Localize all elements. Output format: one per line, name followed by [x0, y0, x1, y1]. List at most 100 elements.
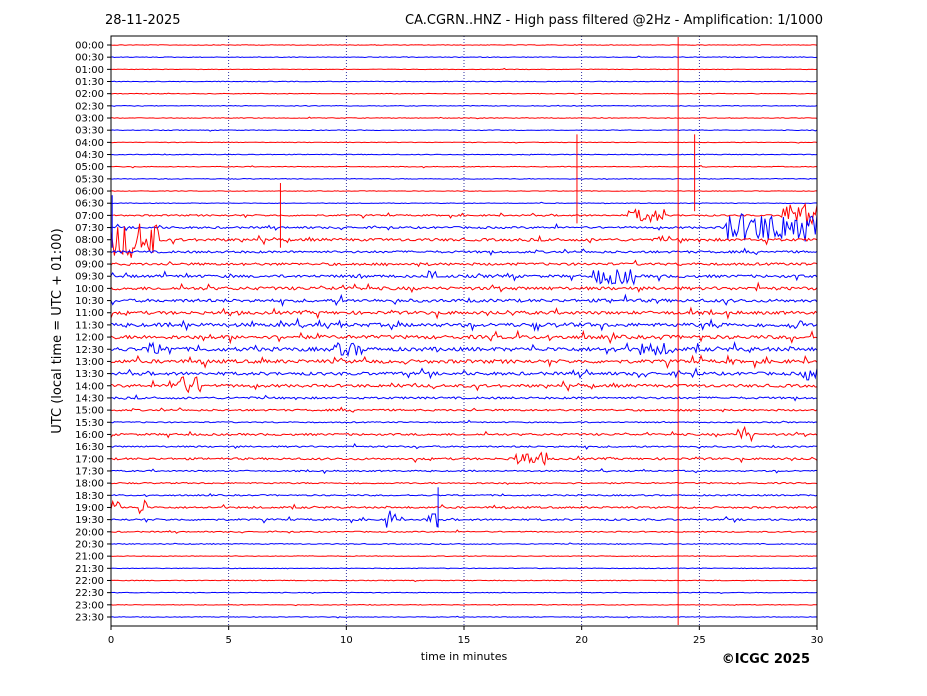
trace-line [110, 129, 818, 132]
trace-line [111, 406, 818, 413]
trace-line [110, 201, 818, 205]
copyright-label: ©ICGC 2025 [722, 652, 810, 667]
y-tick-label: 18:30 [75, 491, 104, 502]
trace-line [110, 591, 818, 595]
y-tick-label: 02:30 [75, 101, 104, 112]
trace-line [110, 190, 817, 193]
trace-line [110, 468, 818, 475]
trace-line [110, 202, 818, 226]
y-tick-label: 03:00 [75, 114, 104, 125]
y-tick-label: 00:30 [75, 53, 104, 64]
y-tick-label: 05:30 [75, 174, 104, 185]
trace-line [110, 376, 818, 394]
y-tick-label: 01:00 [75, 65, 104, 76]
y-tick-label: 17:00 [75, 454, 104, 465]
trace-line [110, 354, 818, 370]
trace-line [110, 510, 818, 528]
trace-line [111, 116, 818, 120]
y-tick-label: 04:30 [75, 150, 104, 161]
y-tick-label: 20:00 [75, 527, 104, 538]
y-tick-label: 12:30 [75, 345, 104, 356]
x-tick-label: 0 [108, 635, 114, 646]
y-tick-label: 06:00 [75, 187, 104, 198]
y-tick-label: 14:30 [75, 393, 104, 404]
trace-line [110, 603, 817, 607]
trace-line [110, 281, 818, 294]
trace-line [110, 306, 818, 320]
trace-line [111, 481, 818, 486]
y-tick-label: 08:00 [75, 235, 104, 246]
y-tick-label: 23:30 [75, 612, 104, 623]
y-tick-label: 09:00 [75, 260, 104, 271]
trace-line [110, 44, 818, 46]
y-axis-label: UTC (local time = UTC + 01:00) [50, 228, 65, 433]
y-tick-label: 04:00 [75, 138, 104, 149]
trace-line [110, 493, 818, 498]
y-tick-label: 06:30 [75, 199, 104, 210]
x-tick-label: 30 [811, 635, 824, 646]
y-tick-label: 09:30 [75, 272, 104, 283]
trace-line [110, 104, 818, 107]
y-tick-label: 03:30 [75, 126, 104, 137]
y-tick-label: 11:00 [75, 308, 104, 319]
x-axis-label: time in minutes [421, 650, 508, 663]
y-tick-label: 16:00 [75, 430, 104, 441]
y-tick-label: 13:30 [75, 369, 104, 380]
y-tick-label: 14:00 [75, 381, 104, 392]
trace-line [110, 451, 818, 467]
trace-line [110, 177, 818, 181]
y-tick-label: 22:00 [75, 576, 104, 587]
y-tick-label: 07:00 [75, 211, 104, 222]
trace-line [110, 367, 818, 381]
y-tick-label: 12:00 [75, 333, 104, 344]
y-tick-label: 02:00 [75, 89, 104, 100]
y-tick-label: 20:30 [75, 539, 104, 550]
x-tick-label: 10 [340, 635, 353, 646]
trace-line [110, 419, 818, 424]
trace-line [110, 247, 818, 256]
y-tick-label: 00:00 [75, 41, 104, 52]
trace-line [110, 615, 818, 619]
y-tick-label: 17:30 [75, 466, 104, 477]
trace-line [110, 92, 818, 95]
y-tick-label: 11:30 [75, 320, 104, 331]
trace-line [110, 499, 818, 515]
trace-line [110, 341, 818, 358]
station-title: CA.CGRN..HNZ - High pass filtered @2Hz -… [405, 13, 823, 28]
y-tick-label: 01:30 [75, 77, 104, 88]
trace-line [110, 579, 818, 583]
y-tick-label: 18:00 [75, 479, 104, 490]
y-tick-label: 15:00 [75, 406, 104, 417]
trace-line [110, 269, 818, 286]
date-label: 28-11-2025 [105, 13, 181, 28]
trace-line [110, 317, 818, 332]
y-tick-label: 08:30 [75, 247, 104, 258]
trace-line [110, 443, 817, 450]
y-tick-label: 13:00 [75, 357, 104, 368]
trace-line [110, 529, 818, 534]
y-tick-label: 23:00 [75, 600, 104, 611]
y-tick-label: 10:00 [75, 284, 104, 295]
trace-line [110, 555, 818, 558]
y-tick-label: 22:30 [75, 588, 104, 599]
x-tick-label: 25 [693, 635, 706, 646]
trace-line [110, 567, 818, 570]
trace-line [110, 259, 818, 268]
x-tick-label: 5 [225, 635, 231, 646]
trace-line [110, 394, 818, 402]
trace-line [110, 165, 818, 169]
trace-group [110, 44, 818, 619]
vertical-grid [228, 36, 700, 626]
trace-line [110, 80, 818, 83]
y-tick-label: 21:30 [75, 564, 104, 575]
y-tick-label: 16:30 [75, 442, 104, 453]
y-tick-label: 19:30 [75, 515, 104, 526]
x-tick-label: 15 [458, 635, 471, 646]
trace-line [110, 213, 818, 242]
trace-line [110, 542, 818, 546]
trace-line [110, 153, 818, 156]
y-tick-label: 05:00 [75, 162, 104, 173]
trace-line [111, 67, 818, 71]
